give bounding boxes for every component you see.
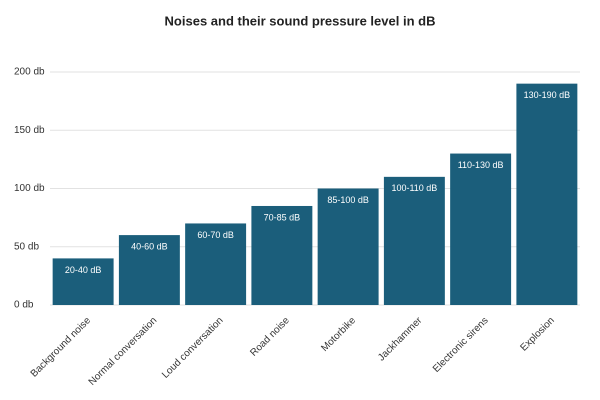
x-tick-label: Background noise <box>29 315 94 380</box>
x-tick-label: Electronic sirens <box>431 315 491 375</box>
bar <box>251 205 313 305</box>
value-label: 85-100 dB <box>327 195 369 205</box>
bar <box>185 223 247 305</box>
x-tick-label: Loud conversation <box>160 315 226 381</box>
value-label: 40-60 dB <box>131 241 168 251</box>
chart-title: Noises and their sound pressure level in… <box>165 13 436 28</box>
value-label: 20-40 dB <box>65 265 102 275</box>
y-tick-label: 0 db <box>14 300 34 311</box>
value-label: 60-70 dB <box>197 230 234 240</box>
value-label: 130-190 dB <box>524 90 571 100</box>
bar <box>516 83 578 306</box>
bar <box>52 258 114 305</box>
x-tick-label: Explosion <box>518 315 556 353</box>
value-label: 70-85 dB <box>264 212 301 222</box>
y-tick-label: 100 db <box>14 183 45 194</box>
bar <box>317 188 379 305</box>
bar <box>118 235 180 305</box>
y-tick-label: 200 db <box>14 67 45 78</box>
value-label: 110-130 dB <box>458 160 504 170</box>
bar <box>450 153 512 305</box>
y-tick-label: 50 db <box>14 241 39 252</box>
bar <box>383 176 445 305</box>
x-tick-label: Jackhammer <box>376 315 425 364</box>
y-tick-label: 150 db <box>14 125 45 136</box>
x-tick-label: Normal conversation <box>87 315 160 388</box>
x-tick-label: Road noise <box>248 315 292 359</box>
x-tick-label: Motorbike <box>319 315 358 354</box>
value-label: 100-110 dB <box>391 183 437 193</box>
